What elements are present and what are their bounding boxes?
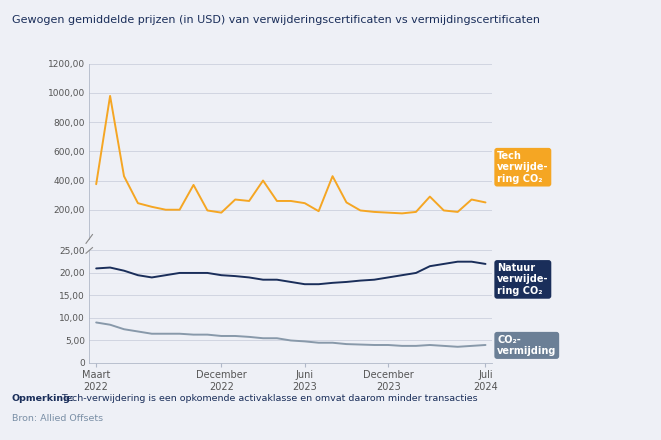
Text: CO₂-
vermijding: CO₂- vermijding <box>497 334 557 356</box>
Text: Tech
verwijde-
ring CO₂: Tech verwijde- ring CO₂ <box>497 150 549 184</box>
Text: Natuur
verwijde-
ring CO₂: Natuur verwijde- ring CO₂ <box>497 263 549 296</box>
Text: Gewogen gemiddelde prijzen (in USD) van verwijderingscertificaten vs vermijdings: Gewogen gemiddelde prijzen (in USD) van … <box>12 15 540 26</box>
Text: Opmerking:: Opmerking: <box>12 394 75 403</box>
Text: Bron: Allied Offsets: Bron: Allied Offsets <box>12 414 103 422</box>
Text: Tech-verwijdering is een opkomende activaklasse en omvat daarom minder transacti: Tech-verwijdering is een opkomende activ… <box>59 394 478 403</box>
